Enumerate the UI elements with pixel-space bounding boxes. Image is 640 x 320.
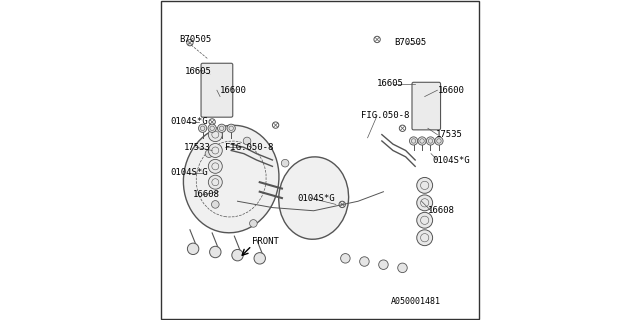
Circle shape: [426, 137, 435, 145]
Circle shape: [198, 124, 207, 132]
Circle shape: [282, 159, 289, 167]
Circle shape: [232, 250, 243, 261]
Text: B70505: B70505: [394, 38, 427, 47]
Text: 16605: 16605: [377, 79, 404, 88]
Circle shape: [205, 150, 212, 157]
Circle shape: [417, 212, 433, 228]
Text: 16600: 16600: [220, 86, 247, 95]
Text: 0104S*G: 0104S*G: [298, 194, 335, 203]
Ellipse shape: [184, 125, 279, 233]
Text: 0104S*G: 0104S*G: [170, 168, 208, 177]
Circle shape: [210, 246, 221, 258]
Circle shape: [360, 257, 369, 266]
Circle shape: [211, 201, 219, 208]
Circle shape: [218, 124, 226, 132]
Text: 16605: 16605: [185, 67, 212, 76]
Text: 17535: 17535: [436, 130, 463, 139]
Circle shape: [188, 243, 199, 254]
Text: FIG.050-8: FIG.050-8: [361, 111, 410, 120]
Ellipse shape: [278, 157, 349, 239]
Circle shape: [209, 128, 222, 142]
Circle shape: [250, 220, 257, 227]
Text: 16608: 16608: [193, 190, 220, 199]
Circle shape: [417, 178, 433, 193]
Circle shape: [208, 124, 216, 132]
Circle shape: [379, 260, 388, 269]
Circle shape: [227, 124, 236, 132]
Text: 0104S*G: 0104S*G: [170, 117, 208, 126]
Text: B70505: B70505: [179, 35, 211, 44]
Text: FIG.050-8: FIG.050-8: [225, 143, 273, 152]
Circle shape: [417, 230, 433, 246]
Text: 0104S*G: 0104S*G: [433, 156, 470, 164]
Text: 17533: 17533: [184, 143, 211, 152]
Text: FRONT: FRONT: [252, 237, 278, 246]
FancyBboxPatch shape: [412, 82, 440, 130]
Circle shape: [340, 253, 350, 263]
Text: A050001481: A050001481: [390, 297, 440, 306]
FancyBboxPatch shape: [201, 63, 233, 117]
Circle shape: [410, 137, 418, 145]
Circle shape: [397, 263, 407, 273]
Circle shape: [209, 175, 222, 189]
Circle shape: [209, 159, 222, 173]
Circle shape: [243, 137, 251, 145]
Circle shape: [418, 137, 426, 145]
Circle shape: [435, 137, 443, 145]
Text: 16600: 16600: [437, 86, 464, 95]
Circle shape: [209, 143, 222, 157]
Text: 16608: 16608: [428, 206, 455, 215]
Circle shape: [417, 195, 433, 211]
Circle shape: [254, 252, 266, 264]
